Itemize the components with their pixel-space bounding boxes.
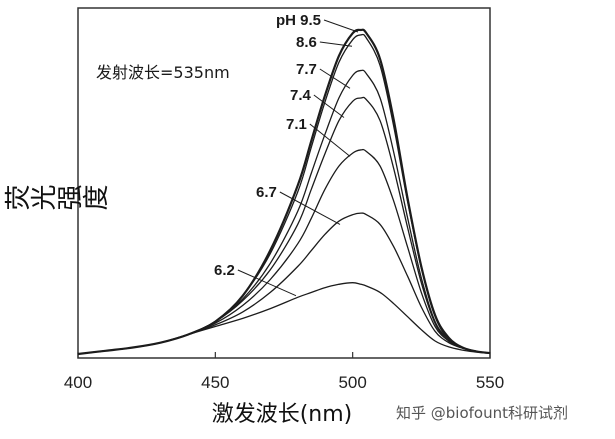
x-tick-label: 550	[476, 373, 504, 392]
x-tick-label: 500	[338, 373, 366, 392]
series-line-5	[77, 212, 491, 355]
series-line-4	[77, 148, 491, 355]
series-group	[77, 28, 491, 356]
emission-note: 发射波长=535nm	[96, 63, 230, 82]
series-leader-0	[323, 19, 359, 33]
series-leader-2	[319, 68, 351, 89]
series-label-6: 6.2	[214, 262, 235, 279]
x-tick-label: 450	[201, 373, 229, 392]
series-label-1: 8.6	[296, 34, 317, 51]
series-leader-6	[237, 269, 297, 297]
plot-frame	[77, 7, 491, 359]
x-axis-title: 激发波长(nm)	[212, 402, 353, 427]
series-label-0: pH 9.5	[276, 12, 321, 29]
series-leader-3	[313, 94, 345, 118]
series-label-3: 7.4	[290, 87, 312, 104]
series-leader-4	[309, 123, 351, 157]
series-leader-5	[279, 191, 341, 225]
series-label-4: 7.1	[286, 116, 307, 133]
series-labels: pH 9.5 8.6 7.7 7.4 7.1 6.7 6.2	[214, 12, 359, 297]
x-axis-ticks: 400 450 500 550	[64, 352, 504, 392]
series-label-5: 6.7	[256, 184, 277, 201]
watermark: 知乎 @biofount科研试剂	[396, 404, 568, 422]
x-tick-label: 400	[64, 373, 92, 392]
series-label-2: 7.7	[296, 61, 317, 78]
series-line-6	[77, 282, 491, 355]
y-axis-title: 荧光强度	[4, 185, 108, 215]
series-leader-1	[319, 41, 353, 47]
